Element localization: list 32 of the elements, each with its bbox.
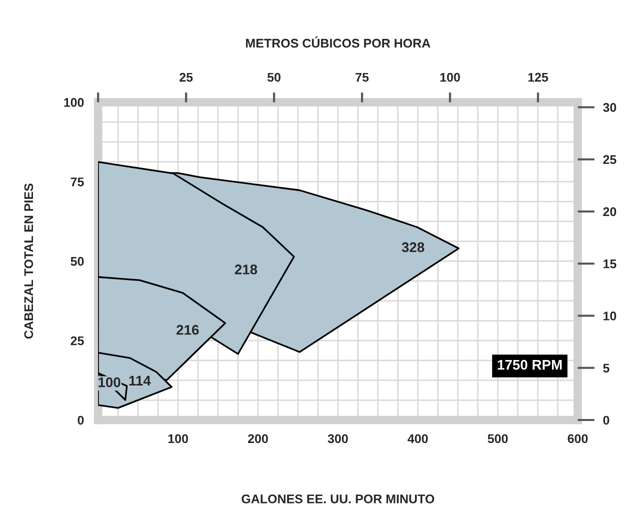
x2-tick-label: 100 [440, 72, 460, 82]
x2-axis-title: METROS CÚBICOS POR HORA [246, 36, 430, 48]
y2-tick-label: 15 [604, 260, 616, 268]
x2-tick-label: 75 [356, 72, 369, 82]
y-tick-label: 75 [70, 178, 84, 186]
x-tick-label: 200 [248, 434, 268, 444]
y-tick-label: 25 [70, 336, 84, 346]
x-tick-label: 100 [168, 434, 188, 444]
x-tick-label: 600 [568, 434, 588, 444]
y2-tick-label: 25 [603, 155, 616, 164]
annotation: 216 [176, 324, 199, 335]
x-tick-label: 400 [408, 434, 428, 444]
y-tick-label: 100 [64, 98, 84, 107]
x2-tick-label: 125 [528, 72, 548, 82]
annotation: 328 [402, 242, 424, 252]
x-axis-title: GALONES EE. UU. POR MINUTO [242, 494, 434, 504]
y-axis-title: CABEZAL TOTAL EN PIES [24, 184, 34, 339]
y2-tick-label: 20 [603, 207, 616, 216]
y-tick-label: 50 [70, 256, 84, 266]
y2-tick-label: 30 [603, 103, 616, 112]
y2-tick-label: 10 [604, 312, 616, 320]
x2-tick-label: 50 [267, 72, 280, 82]
annotation: 100 [98, 377, 120, 388]
x-tick-label: 300 [328, 434, 348, 444]
x2-tick-label: 25 [180, 72, 193, 82]
y-tick-label: 0 [78, 416, 84, 425]
x-tick-label: 500 [488, 434, 508, 444]
y2-tick-label: 5 [603, 364, 610, 373]
y2-tick-label: 0 [603, 416, 610, 425]
annotation: 1750 RPM [498, 360, 562, 370]
annotation: 218 [234, 264, 258, 274]
annotation: 114 [129, 376, 151, 386]
